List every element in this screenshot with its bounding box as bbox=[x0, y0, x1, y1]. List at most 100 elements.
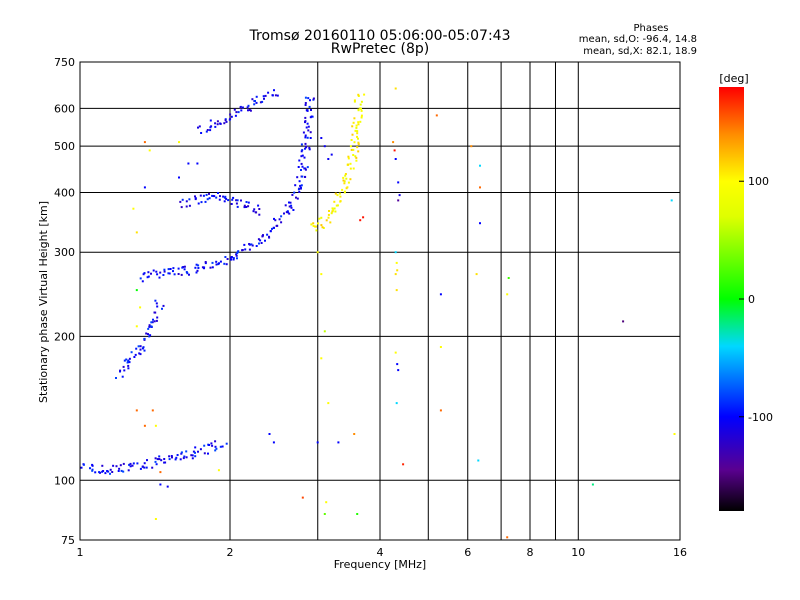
echo-traces bbox=[80, 89, 366, 475]
echo-dot bbox=[247, 104, 250, 107]
echo-dot bbox=[183, 455, 186, 458]
echo-dot bbox=[143, 466, 146, 469]
echo-dot bbox=[172, 270, 174, 273]
echo-dot bbox=[354, 155, 357, 158]
echo-dot bbox=[201, 266, 204, 269]
y-tick-label: 600 bbox=[54, 102, 75, 115]
echo-dot bbox=[312, 97, 315, 100]
echo-dot bbox=[355, 156, 358, 159]
echo-dot bbox=[280, 221, 283, 224]
echo-dot bbox=[125, 358, 128, 361]
echo-dot bbox=[333, 200, 336, 203]
echo-dot bbox=[352, 148, 355, 151]
echo-dot bbox=[352, 154, 355, 156]
echo-dot bbox=[137, 345, 140, 348]
echo-dot bbox=[169, 268, 172, 270]
echo-dot bbox=[139, 467, 142, 470]
echo-dot bbox=[342, 176, 345, 179]
echo-dot bbox=[258, 213, 261, 216]
echo-dot bbox=[141, 280, 144, 283]
echo-dot bbox=[353, 99, 356, 102]
echo-dot bbox=[288, 205, 291, 208]
echo-dot bbox=[197, 264, 200, 267]
echo-dot bbox=[176, 454, 179, 456]
echo-dot bbox=[243, 206, 246, 209]
echo-dot bbox=[155, 319, 158, 322]
data-point bbox=[268, 433, 271, 435]
data-point bbox=[151, 409, 154, 412]
echo-dot bbox=[188, 273, 190, 276]
data-point bbox=[301, 496, 304, 499]
echo-dot bbox=[239, 106, 242, 109]
echo-dot bbox=[264, 94, 267, 97]
echo-dot bbox=[298, 191, 301, 193]
echo-dot bbox=[288, 201, 290, 204]
echo-dot bbox=[357, 137, 359, 140]
echo-dot bbox=[359, 120, 362, 123]
data-point bbox=[166, 485, 169, 488]
echo-dot bbox=[304, 176, 306, 178]
echo-dot bbox=[355, 159, 358, 162]
data-point bbox=[356, 513, 359, 515]
echo-dot bbox=[222, 195, 225, 198]
echo-dot bbox=[320, 216, 323, 219]
data-point bbox=[178, 176, 180, 179]
echo-dot bbox=[167, 268, 170, 271]
echo-dot bbox=[244, 248, 247, 251]
echo-dot bbox=[304, 147, 306, 150]
echo-dot bbox=[168, 455, 171, 458]
echo-dot bbox=[98, 471, 101, 474]
echo-dot bbox=[237, 250, 240, 253]
echo-dot bbox=[177, 273, 180, 275]
echo-dot bbox=[151, 466, 154, 469]
echo-dot bbox=[162, 274, 165, 276]
echo-dot bbox=[336, 204, 339, 207]
colorbar-tick-label: 100 bbox=[748, 175, 769, 188]
data-point bbox=[397, 199, 400, 202]
echo-dot bbox=[215, 263, 218, 266]
echo-trace bbox=[179, 192, 261, 216]
echo-dot bbox=[353, 141, 356, 144]
data-point bbox=[398, 194, 401, 197]
echo-dot bbox=[167, 272, 170, 275]
echo-dot bbox=[214, 125, 217, 128]
echo-dot bbox=[210, 442, 213, 445]
data-point bbox=[591, 483, 594, 486]
echo-dot bbox=[230, 203, 233, 205]
data-point bbox=[178, 141, 180, 144]
data-point bbox=[435, 114, 438, 117]
echo-dot bbox=[200, 201, 203, 204]
echo-dot bbox=[347, 155, 350, 158]
echo-dot bbox=[349, 178, 352, 181]
echo-dot bbox=[347, 157, 350, 160]
echo-dot bbox=[236, 205, 239, 208]
echo-dot bbox=[205, 130, 208, 133]
echo-dot bbox=[209, 129, 212, 132]
echo-dot bbox=[360, 116, 363, 119]
echo-dot bbox=[307, 125, 310, 128]
echo-dot bbox=[247, 109, 249, 112]
echo-dot bbox=[252, 210, 255, 213]
echo-dot bbox=[306, 136, 309, 139]
echo-dot bbox=[309, 99, 311, 102]
echo-dot bbox=[258, 208, 261, 210]
echo-dot bbox=[363, 93, 366, 96]
echo-dot bbox=[352, 167, 355, 170]
echo-dot bbox=[357, 143, 360, 146]
echo-dot bbox=[120, 469, 123, 472]
echo-dot bbox=[245, 206, 248, 208]
echo-trace bbox=[80, 440, 228, 475]
data-point bbox=[362, 216, 365, 219]
echo-dot bbox=[315, 229, 318, 232]
echo-dot bbox=[260, 242, 263, 244]
echo-dot bbox=[168, 458, 171, 461]
echo-dot bbox=[298, 180, 301, 183]
echo-dot bbox=[359, 103, 362, 106]
data-point bbox=[394, 273, 397, 276]
echo-dot bbox=[154, 299, 157, 302]
x-tick-label: 2 bbox=[227, 546, 234, 559]
echo-dot bbox=[221, 445, 224, 448]
echo-dot bbox=[209, 119, 212, 122]
echo-dot bbox=[101, 464, 104, 467]
echo-dot bbox=[304, 136, 307, 139]
